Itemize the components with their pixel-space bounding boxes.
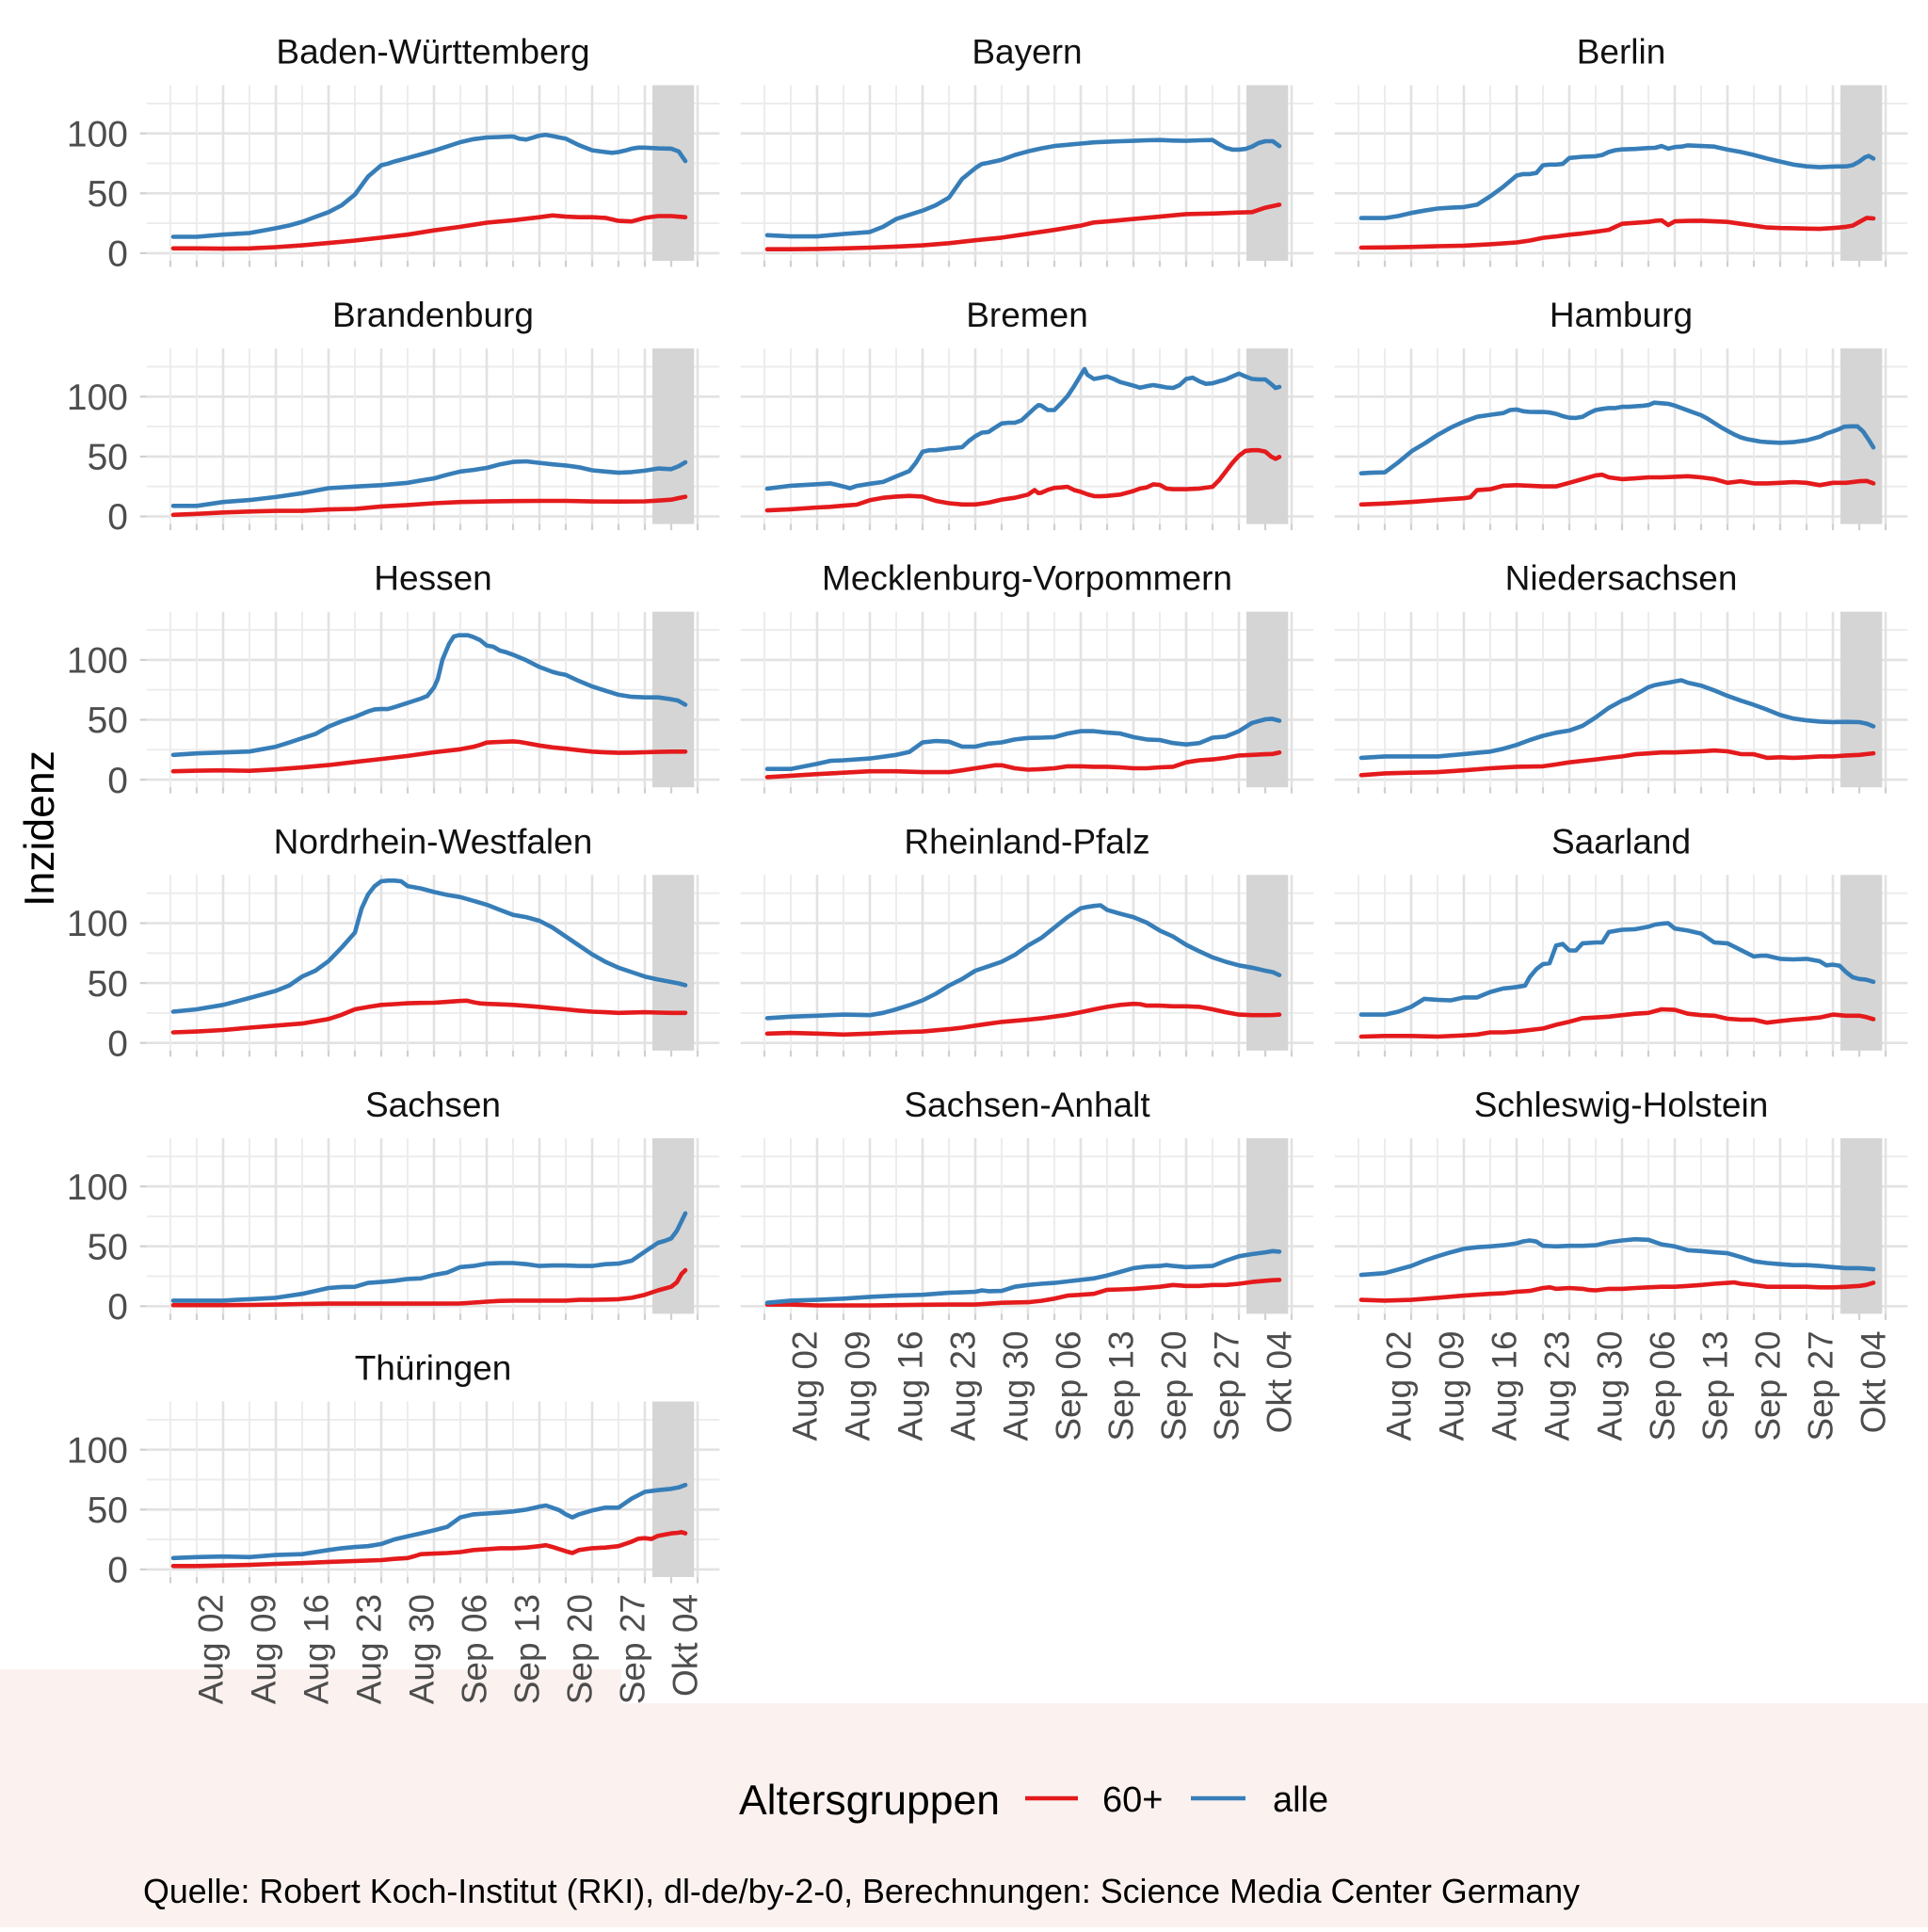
svg-text:50: 50 [88, 174, 128, 215]
svg-text:Aug 30: Aug 30 [997, 1330, 1036, 1441]
svg-text:Sep 27: Sep 27 [614, 1594, 652, 1704]
svg-text:Sep 13: Sep 13 [1102, 1330, 1141, 1441]
svg-text:Okt 04: Okt 04 [1855, 1330, 1893, 1433]
svg-text:Baden-Württemberg: Baden-Württemberg [276, 33, 589, 72]
svg-text:Saarland: Saarland [1551, 822, 1691, 861]
svg-text:Aug 16: Aug 16 [1486, 1330, 1524, 1441]
svg-text:0: 0 [107, 234, 128, 275]
svg-text:Aug 09: Aug 09 [245, 1594, 283, 1704]
svg-text:Sep 06: Sep 06 [1050, 1330, 1088, 1441]
svg-text:Aug 02: Aug 02 [1380, 1330, 1419, 1441]
svg-text:Sep 27: Sep 27 [1208, 1330, 1246, 1441]
svg-text:Berlin: Berlin [1577, 33, 1666, 72]
svg-text:Bayern: Bayern [972, 33, 1082, 72]
svg-text:Sep 06: Sep 06 [456, 1594, 494, 1704]
svg-text:Schleswig-Holstein: Schleswig-Holstein [1474, 1086, 1769, 1124]
svg-text:Sachsen: Sachsen [365, 1086, 501, 1124]
svg-text:50: 50 [88, 438, 128, 478]
svg-text:Rheinland-Pfalz: Rheinland-Pfalz [904, 822, 1149, 861]
svg-text:Niedersachsen: Niedersachsen [1505, 559, 1738, 598]
svg-text:Thüringen: Thüringen [355, 1349, 512, 1388]
svg-text:100: 100 [67, 114, 128, 154]
svg-text:0: 0 [107, 497, 128, 538]
svg-text:100: 100 [67, 1167, 128, 1208]
svg-text:Hessen: Hessen [374, 559, 491, 598]
svg-text:Aug 30: Aug 30 [403, 1594, 442, 1704]
svg-text:Aug 09: Aug 09 [1433, 1330, 1471, 1441]
svg-text:50: 50 [88, 700, 128, 741]
svg-text:0: 0 [107, 1287, 128, 1328]
svg-text:Sep 13: Sep 13 [1696, 1330, 1735, 1441]
svg-text:Bremen: Bremen [966, 296, 1088, 334]
svg-text:Nordrhein-Westfalen: Nordrhein-Westfalen [274, 822, 593, 861]
svg-text:Aug 23: Aug 23 [1538, 1330, 1577, 1441]
svg-text:Aug 23: Aug 23 [350, 1594, 389, 1704]
svg-text:Quelle: Robert Koch-Institut (: Quelle: Robert Koch-Institut (RKI), dl-d… [143, 1873, 1580, 1910]
svg-text:Inzidenz: Inzidenz [17, 750, 63, 907]
svg-text:Sep 27: Sep 27 [1802, 1330, 1840, 1441]
svg-text:Aug 23: Aug 23 [944, 1330, 983, 1441]
svg-text:50: 50 [88, 964, 128, 1005]
svg-text:60+: 60+ [1102, 1780, 1163, 1820]
svg-text:Aug 02: Aug 02 [192, 1594, 231, 1704]
svg-text:Hamburg: Hamburg [1550, 296, 1693, 334]
svg-text:100: 100 [67, 641, 128, 682]
svg-text:Sep 06: Sep 06 [1644, 1330, 1682, 1441]
svg-text:Aug 02: Aug 02 [786, 1330, 825, 1441]
svg-text:Mecklenburg-Vorpommern: Mecklenburg-Vorpommern [822, 559, 1232, 598]
svg-text:Brandenburg: Brandenburg [332, 296, 534, 334]
svg-text:0: 0 [107, 1551, 128, 1591]
svg-text:100: 100 [67, 378, 128, 418]
svg-text:Sep 20: Sep 20 [561, 1594, 600, 1704]
svg-text:Okt 04: Okt 04 [1261, 1330, 1299, 1433]
svg-text:Sep 20: Sep 20 [1155, 1330, 1194, 1441]
svg-text:50: 50 [88, 1227, 128, 1267]
svg-text:Sachsen-Anhalt: Sachsen-Anhalt [904, 1086, 1150, 1124]
svg-text:Aug 09: Aug 09 [839, 1330, 877, 1441]
svg-text:Sep 20: Sep 20 [1749, 1330, 1788, 1441]
svg-text:alle: alle [1273, 1780, 1328, 1820]
svg-text:Sep 13: Sep 13 [508, 1594, 547, 1704]
svg-text:Aug 16: Aug 16 [892, 1330, 930, 1441]
svg-text:Aug 30: Aug 30 [1591, 1330, 1630, 1441]
svg-text:100: 100 [67, 1430, 128, 1471]
svg-text:50: 50 [88, 1490, 128, 1531]
svg-text:Okt 04: Okt 04 [667, 1594, 705, 1697]
svg-text:0: 0 [107, 1023, 128, 1064]
svg-text:Aug 16: Aug 16 [297, 1594, 336, 1704]
svg-text:Altersgruppen: Altersgruppen [739, 1778, 1000, 1824]
svg-text:0: 0 [107, 761, 128, 801]
svg-text:100: 100 [67, 904, 128, 944]
